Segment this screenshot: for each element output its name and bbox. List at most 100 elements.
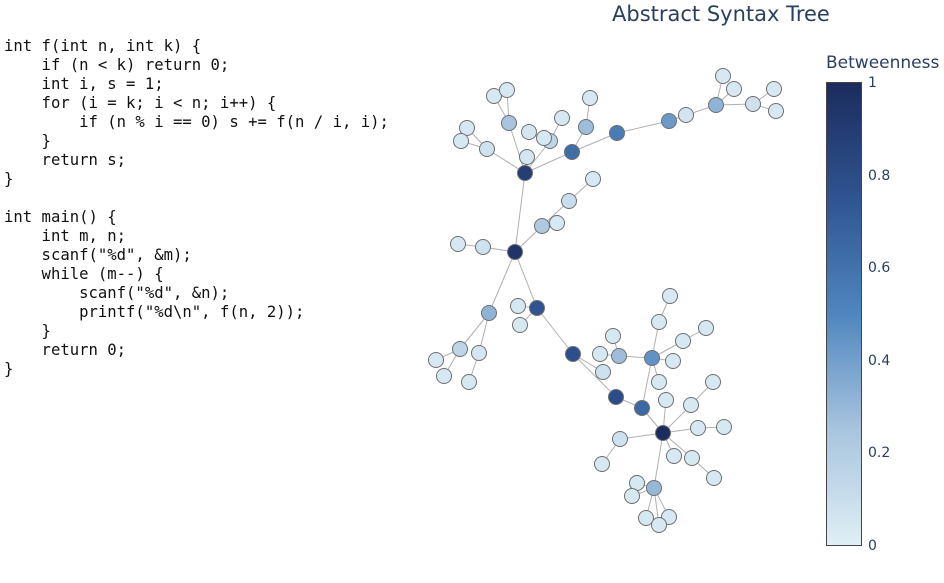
graph-node[interactable] xyxy=(766,81,782,97)
code-line: int m, n; xyxy=(4,227,127,245)
graph-node[interactable] xyxy=(578,119,594,135)
code-line: } xyxy=(4,360,14,378)
graph-node[interactable] xyxy=(510,298,526,314)
graph-node[interactable] xyxy=(521,124,537,140)
graph-edge xyxy=(571,132,618,153)
graph-node[interactable] xyxy=(595,364,611,380)
graph-edge xyxy=(653,432,664,489)
graph-node[interactable] xyxy=(501,115,517,131)
graph-node[interactable] xyxy=(662,288,678,304)
graph-node[interactable] xyxy=(450,236,466,252)
graph-node[interactable] xyxy=(658,392,674,408)
code-line: scanf("%d", &m); xyxy=(4,246,192,264)
graph-edge xyxy=(536,307,574,355)
graph-node[interactable] xyxy=(705,374,721,390)
graph-node[interactable] xyxy=(585,171,601,187)
code-line: return 0; xyxy=(4,341,127,359)
colorbar-tick-label: 0.2 xyxy=(868,445,891,462)
graph-node[interactable] xyxy=(706,470,722,486)
graph-node[interactable] xyxy=(561,193,577,209)
graph-node[interactable] xyxy=(611,348,627,364)
graph-node[interactable] xyxy=(624,488,640,504)
graph-node[interactable] xyxy=(549,215,565,231)
graph-edge xyxy=(616,120,670,134)
graph-node[interactable] xyxy=(512,317,528,333)
code-line: } xyxy=(4,170,14,188)
graph-node[interactable] xyxy=(675,333,691,349)
graph-node[interactable] xyxy=(638,510,654,526)
code-line: int main() { xyxy=(4,208,117,226)
graph-node[interactable] xyxy=(529,300,545,316)
code-line: if (n < k) return 0; xyxy=(4,56,230,74)
graph-node[interactable] xyxy=(651,374,667,390)
graph-edge xyxy=(514,251,538,309)
graph-node[interactable] xyxy=(554,110,570,126)
graph-node[interactable] xyxy=(715,68,731,84)
graph-node[interactable] xyxy=(634,400,650,416)
code-line: } xyxy=(4,132,51,150)
node-layer xyxy=(428,68,784,533)
graph-node[interactable] xyxy=(564,144,580,160)
graph-edge xyxy=(572,353,617,398)
graph-node[interactable] xyxy=(655,425,671,441)
graph-node[interactable] xyxy=(481,305,497,321)
graph-edge xyxy=(524,151,573,174)
graph-node[interactable] xyxy=(519,149,535,165)
graph-node[interactable] xyxy=(594,456,610,472)
graph-node[interactable] xyxy=(507,244,523,260)
source-code: int f(int n, int k) { if (n < k) return … xyxy=(4,37,389,379)
graph-node[interactable] xyxy=(661,113,677,129)
graph-node[interactable] xyxy=(651,517,667,533)
graph-node[interactable] xyxy=(475,239,491,255)
graph-node[interactable] xyxy=(486,88,502,104)
colorbar-tick-label: 0 xyxy=(868,538,877,554)
graph-node[interactable] xyxy=(479,141,495,157)
graph-node[interactable] xyxy=(646,480,662,496)
graph-node[interactable] xyxy=(461,374,477,390)
graph-node[interactable] xyxy=(517,165,533,181)
graph-edge xyxy=(508,122,526,174)
graph-node[interactable] xyxy=(608,389,624,405)
graph-node[interactable] xyxy=(745,96,761,112)
code-line: if (n % i == 0) s += f(n / i, i); xyxy=(4,113,389,131)
graph-node[interactable] xyxy=(499,82,515,98)
graph-node[interactable] xyxy=(536,130,552,146)
colorbar-tick-label: 0.8 xyxy=(868,167,891,184)
graph-node[interactable] xyxy=(726,81,742,97)
code-line: while (m--) { xyxy=(4,265,164,283)
graph-node[interactable] xyxy=(612,431,628,447)
graph-node[interactable] xyxy=(436,368,452,384)
colorbar-tick-label: 0.6 xyxy=(868,260,891,277)
graph-node[interactable] xyxy=(609,125,625,141)
code-line: int i, s = 1; xyxy=(4,75,164,93)
graph-node[interactable] xyxy=(684,450,700,466)
graph-node[interactable] xyxy=(452,341,468,357)
graph-node[interactable] xyxy=(459,120,475,136)
graph-node[interactable] xyxy=(698,320,714,336)
graph-node[interactable] xyxy=(565,346,581,362)
code-line: int f(int n, int k) { xyxy=(4,37,202,55)
code-line: return s; xyxy=(4,151,127,169)
graph-node[interactable] xyxy=(708,97,724,113)
graph-node[interactable] xyxy=(683,397,699,413)
graph-node[interactable] xyxy=(665,353,681,369)
graph-node[interactable] xyxy=(644,350,660,366)
code-line: scanf("%d", &n); xyxy=(4,284,230,302)
graph-node[interactable] xyxy=(768,103,784,119)
graph-node[interactable] xyxy=(534,218,550,234)
graph-node[interactable] xyxy=(651,314,667,330)
graph-edge xyxy=(641,357,653,409)
graph-node[interactable] xyxy=(592,346,608,362)
graph-node[interactable] xyxy=(716,419,732,435)
graph-node[interactable] xyxy=(690,420,706,436)
graph-node[interactable] xyxy=(678,107,694,123)
colorbar xyxy=(826,82,862,546)
graph-node[interactable] xyxy=(471,345,487,361)
graph-node[interactable] xyxy=(428,352,444,368)
graph-node[interactable] xyxy=(453,133,469,149)
code-line: } xyxy=(4,322,51,340)
graph-node[interactable] xyxy=(582,90,598,106)
graph-node[interactable] xyxy=(605,328,621,344)
graph-node[interactable] xyxy=(666,448,682,464)
